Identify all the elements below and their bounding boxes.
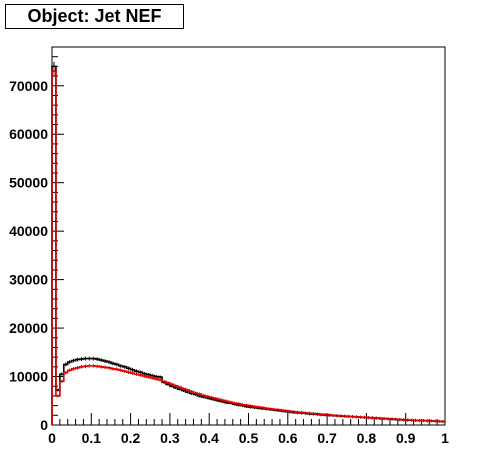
y-tick-label: 10000 (9, 369, 48, 385)
x-tick-label: 0.6 (278, 430, 298, 446)
x-tick-label: 1 (441, 430, 449, 446)
series-red-line (51, 70, 445, 425)
x-tick-label: 0.1 (82, 430, 102, 446)
series-layer (51, 61, 445, 425)
y-tick-label: 30000 (9, 272, 48, 288)
x-tick-label: 0 (48, 430, 56, 446)
y-tick-label: 60000 (9, 126, 48, 142)
x-tick-label: 0.4 (199, 430, 219, 446)
chart-title: Object: Jet NEF (27, 6, 162, 26)
y-tick-label: 20000 (9, 320, 48, 336)
x-tick-labels: 0 0.1 0.2 0.3 0.4 0.5 0.6 0.7 0.8 0.9 1 (48, 430, 449, 446)
x-tick-label: 0.3 (160, 430, 180, 446)
x-tick-label: 0.2 (121, 430, 141, 446)
x-tick-label: 0.8 (357, 430, 377, 446)
chart-title-box: Object: Jet NEF (5, 4, 184, 29)
x-tick-label: 0.7 (317, 430, 337, 446)
y-tick-label: 0 (40, 417, 48, 433)
x-tick-label: 0.5 (239, 430, 259, 446)
series-black-line (51, 65, 445, 425)
x-tick-label: 0.9 (396, 430, 416, 446)
y-tick-label: 40000 (9, 223, 48, 239)
y-tick-labels: 0 10000 20000 30000 40000 50000 60000 70000 (9, 78, 48, 433)
y-tick-label: 70000 (9, 78, 48, 94)
y-tick-label: 50000 (9, 175, 48, 191)
axis-ticks (51, 46, 446, 426)
